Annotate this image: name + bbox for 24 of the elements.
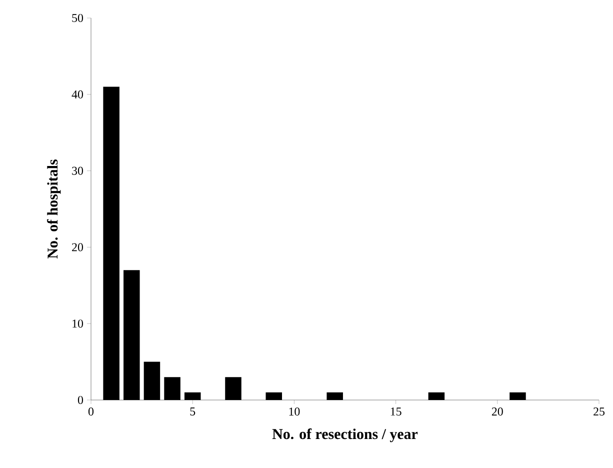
- bar: [225, 377, 242, 400]
- y-axis-title: No. of hospitals: [46, 160, 61, 259]
- x-tick-label: 25: [594, 408, 605, 416]
- y-tick-label: 0: [78, 396, 84, 404]
- x-tick-label: 20: [492, 408, 503, 416]
- x-tick-label: 5: [190, 408, 196, 416]
- y-tick-label: 30: [72, 166, 84, 175]
- y-tick-label: 50: [72, 14, 84, 22]
- bar: [103, 86, 120, 400]
- y-tick-label: 40: [72, 90, 84, 98]
- bar: [266, 392, 282, 400]
- bar: [326, 392, 343, 400]
- y-tick-label: 10: [72, 320, 84, 328]
- x-axis-title: No. of resections / year: [272, 428, 418, 442]
- bar: [144, 362, 160, 400]
- y-tick-label: 20: [72, 243, 84, 252]
- bar: [164, 377, 180, 400]
- bar: [510, 392, 526, 400]
- bar: [124, 270, 140, 400]
- x-tick-label: 15: [390, 408, 402, 416]
- x-tick-label: 0: [88, 408, 94, 416]
- bar: [184, 392, 201, 400]
- bar: [428, 392, 445, 400]
- x-tick-label: 10: [289, 408, 300, 416]
